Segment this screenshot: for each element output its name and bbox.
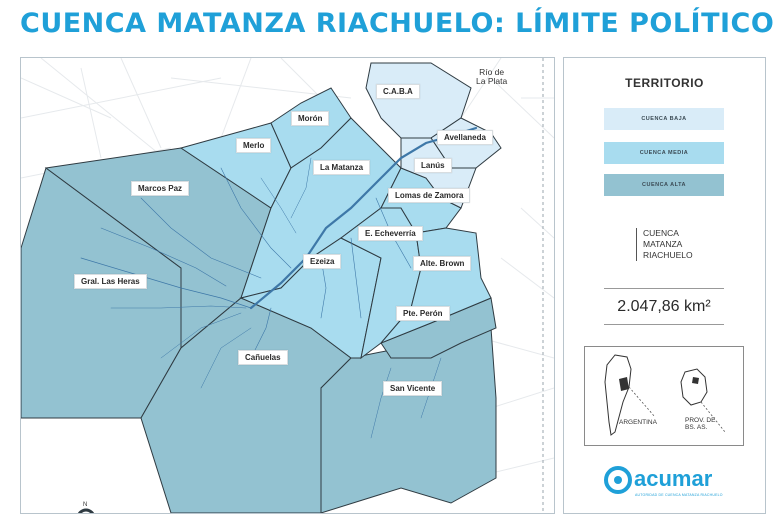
legend-title: TERRITORIO bbox=[625, 76, 704, 90]
legend-swatch-cuenca-media: CUENCA MEDIA bbox=[604, 142, 724, 164]
inset-connector-left bbox=[628, 386, 656, 418]
inset-connector-right bbox=[700, 401, 726, 433]
label-alte-brown: Alte. Brown bbox=[413, 256, 472, 271]
label-moron: Morón bbox=[291, 111, 330, 126]
area-divider-bottom bbox=[604, 324, 724, 325]
label-lomas-de-zamora: Lomas de Zamora bbox=[388, 188, 471, 203]
label-merlo: Merlo bbox=[236, 138, 272, 153]
legend-panel: TERRITORIO CUENCA BAJA CUENCA MEDIA CUEN… bbox=[563, 57, 766, 514]
label-lanus: Lanús bbox=[414, 158, 452, 173]
label-san-vicente: San Vicente bbox=[383, 381, 443, 396]
region-san-vicente bbox=[320, 327, 497, 513]
legend-basin-label: CUENCA MATANZA RIACHUELO bbox=[636, 228, 693, 261]
argentina-outline bbox=[604, 354, 632, 436]
label-caba: C.A.B.A bbox=[376, 84, 420, 99]
province-outline bbox=[680, 368, 708, 406]
acumar-logo-icon bbox=[604, 466, 632, 494]
basin-highlight bbox=[692, 377, 699, 384]
map-panel: Río de La Plata C.A.B.A Avellaneda Lanús… bbox=[20, 57, 555, 514]
map-title: CUENCA MATANZA RIACHUELO: LÍMITE POLÍTIC… bbox=[20, 8, 775, 39]
basin-area-value: 2.047,86 km² bbox=[617, 298, 711, 315]
acumar-logo: acumar AUTORIDAD DE CUENCA MATANZA RIACH… bbox=[604, 466, 723, 499]
inset-label-argentina: ARGENTINA bbox=[619, 419, 657, 426]
inset-label-province: PROV. DE BS. AS. bbox=[685, 417, 716, 431]
label-avellaneda: Avellaneda bbox=[437, 130, 493, 145]
inset-maps bbox=[604, 354, 726, 436]
label-canuelas: Cañuelas bbox=[238, 350, 288, 365]
compass-ring bbox=[77, 508, 95, 513]
label-marcos-paz: Marcos Paz bbox=[131, 181, 190, 196]
label-e-echeverria: E. Echeverría bbox=[358, 226, 423, 241]
buenos-aires-highlight bbox=[619, 377, 629, 391]
area-divider-top bbox=[604, 288, 724, 289]
compass-n: N bbox=[83, 502, 87, 508]
label-gral-las-heras: Gral. Las Heras bbox=[74, 274, 147, 289]
compass-rose: N S E O bbox=[67, 502, 104, 524]
label-ezeiza: Ezeiza bbox=[303, 254, 342, 269]
location-inset: ARGENTINA PROV. DE BS. AS. bbox=[584, 346, 744, 446]
legend-swatch-cuenca-alta: CUENCA ALTA bbox=[604, 174, 724, 196]
acumar-logo-subtitle: AUTORIDAD DE CUENCA MATANZA RIACHUELO bbox=[635, 493, 723, 497]
label-pte-peron: Pte. Perón bbox=[396, 306, 450, 321]
river-plate-label: Río de La Plata bbox=[476, 67, 508, 86]
compass-e: E bbox=[99, 513, 103, 514]
label-la-matanza: La Matanza bbox=[313, 160, 371, 175]
legend-swatch-cuenca-baja: CUENCA BAJA bbox=[604, 108, 724, 130]
acumar-logo-name: acumar bbox=[634, 466, 713, 491]
